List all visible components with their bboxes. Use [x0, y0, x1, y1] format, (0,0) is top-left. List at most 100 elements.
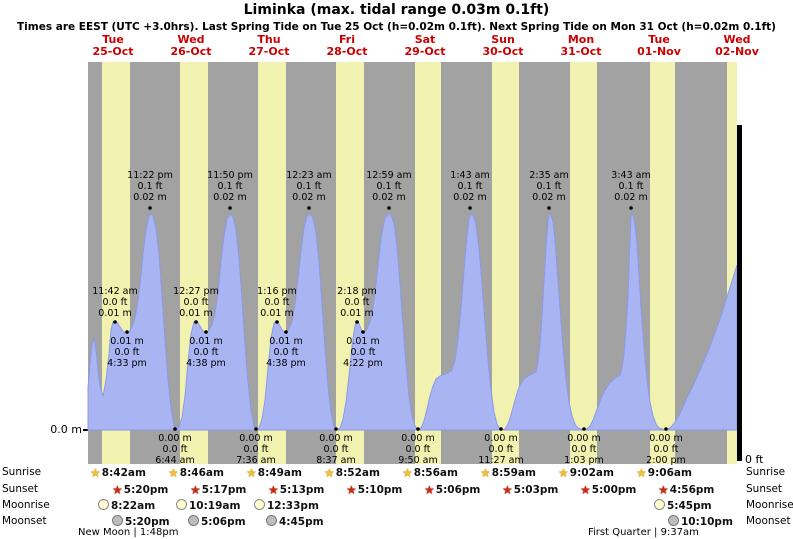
- moonrise-entry: 10:19am: [176, 499, 240, 512]
- axis-label-left-meters: 0.0 m: [50, 423, 82, 436]
- high-tide-label: 2:35 am 0.1 ft 0.02 m: [529, 170, 569, 203]
- moonrise-time: 12:33pm: [267, 500, 319, 512]
- moonset-icon: [668, 515, 679, 526]
- moonset-time: 5:20pm: [125, 516, 170, 528]
- moonset-icon: [188, 515, 199, 526]
- high-tide-label: 3:43 am 0.1 ft 0.02 m: [611, 170, 651, 203]
- moonrise-entry: 12:33pm: [254, 499, 319, 512]
- high-tide-label: 11:50 pm 0.1 ft 0.02 m: [207, 170, 253, 203]
- sunset-entry: ★4:56pm: [658, 483, 714, 497]
- daylight-band: [336, 62, 364, 464]
- day-header: Fri 28-Oct: [326, 33, 368, 58]
- daylight-band: [650, 62, 675, 464]
- day-header: Tue 01-Nov: [637, 33, 681, 58]
- sunrise-icon: ★: [246, 466, 257, 480]
- row-label-sunrise-left: Sunrise: [2, 466, 42, 478]
- daylight-band: [727, 62, 737, 464]
- sunrise-time: 9:02am: [569, 467, 614, 479]
- sunrise-entry: ★8:56am: [402, 466, 458, 480]
- moonset-entry: 5:06pm: [188, 515, 246, 528]
- moonset-time: 4:45pm: [279, 516, 324, 528]
- moonrise-entry: 5:45pm: [654, 499, 712, 512]
- sunrise-time: 8:49am: [257, 467, 302, 479]
- moonrise-time: 5:45pm: [667, 500, 712, 512]
- low-tide-label: 0.00 m 0.0 ft 6:44 am: [155, 433, 195, 466]
- page-title: Liminka (max. tidal range 0.03m 0.1ft): [243, 2, 550, 18]
- sunrise-time: 8:59am: [491, 467, 536, 479]
- sunrise-time: 8:56am: [413, 467, 458, 479]
- moonset-time: 5:06pm: [201, 516, 246, 528]
- daylight-band: [102, 62, 130, 464]
- moonrise-time: 8:22am: [111, 500, 156, 512]
- sunrise-entry: ★8:59am: [480, 466, 536, 480]
- sunset-time: 5:20pm: [123, 484, 169, 496]
- low-tide-label: 0.00 m 0.0 ft 1:03 pm: [564, 433, 604, 466]
- sunrise-entry: ★8:49am: [246, 466, 302, 480]
- sunrise-entry: ★8:46am: [168, 466, 224, 480]
- high-tide-label: 11:22 pm 0.1 ft 0.02 m: [127, 170, 173, 203]
- low-tide-label: 0.00 m 0.0 ft 11:27 am: [478, 433, 524, 466]
- day-header: Sat 29-Oct: [404, 33, 446, 58]
- sunset-entry: ★5:03pm: [502, 483, 558, 497]
- sunset-entry: ★5:00pm: [580, 483, 636, 497]
- moonrise-icon: [176, 499, 187, 510]
- sunset-entry: ★5:20pm: [112, 483, 168, 497]
- high-tide-label: 12:23 am 0.1 ft 0.02 m: [286, 170, 332, 203]
- high-tide-label: 12:59 am 0.1 ft 0.02 m: [366, 170, 412, 203]
- sunset-entry: ★5:10pm: [346, 483, 402, 497]
- mid-tide-label-upper: 2:18 pm 0.0 ft 0.01 m: [337, 286, 377, 319]
- day-header: Wed 02-Nov: [715, 33, 759, 58]
- daylight-band: [492, 62, 519, 464]
- scale-bar: [737, 125, 742, 461]
- moonset-entry: 4:45pm: [266, 515, 324, 528]
- sunrise-icon: ★: [558, 466, 569, 480]
- row-label-sunset-left: Sunset: [2, 483, 39, 495]
- sunset-icon: ★: [112, 483, 123, 497]
- sunrise-time: 9:06am: [647, 467, 692, 479]
- day-header: Sun 30-Oct: [482, 33, 524, 58]
- sunset-icon: ★: [268, 483, 279, 497]
- axis-label-right-feet: 0 ft: [745, 453, 764, 466]
- day-header: Tue 25-Oct: [92, 33, 134, 58]
- moonrise-entry: 8:22am: [98, 499, 155, 512]
- sunset-time: 4:56pm: [669, 484, 715, 496]
- daylight-band: [415, 62, 441, 464]
- sunrise-icon: ★: [636, 466, 647, 480]
- row-label-sunrise-right: Sunrise: [746, 466, 786, 478]
- low-tide-label: 0.00 m 0.0 ft 9:50 am: [398, 433, 438, 466]
- low-tide-label: 0.00 m 0.0 ft 2:00 pm: [646, 433, 686, 466]
- sunrise-time: 8:42am: [101, 467, 146, 479]
- moonset-time: 10:10pm: [681, 516, 733, 528]
- mid-tide-label-lower: 0.01 m 0.0 ft 4:38 pm: [186, 336, 226, 369]
- sunrise-entry: ★9:06am: [636, 466, 692, 480]
- sunset-icon: ★: [502, 483, 513, 497]
- sunrise-icon: ★: [324, 466, 335, 480]
- mid-tide-label-upper: 11:42 am 0.0 ft 0.01 m: [92, 286, 138, 319]
- mid-tide-label-lower: 0.01 m 0.0 ft 4:38 pm: [266, 336, 306, 369]
- mid-tide-label-upper: 1:16 pm 0.0 ft 0.01 m: [257, 286, 297, 319]
- moonset-entry: 10:10pm: [668, 515, 733, 528]
- row-label-sunset-right: Sunset: [746, 483, 783, 495]
- sunset-time: 5:13pm: [279, 484, 325, 496]
- sunrise-icon: ★: [90, 466, 101, 480]
- mid-tide-label-lower: 0.01 m 0.0 ft 4:33 pm: [107, 336, 147, 369]
- sunset-time: 5:03pm: [513, 484, 559, 496]
- daylight-band: [570, 62, 597, 464]
- sunrise-entry: ★8:42am: [90, 466, 146, 480]
- note-new-moon: New Moon | 1:48pm: [78, 527, 179, 538]
- sunset-icon: ★: [424, 483, 435, 497]
- sunrise-time: 8:52am: [335, 467, 380, 479]
- row-label-moonrise-left: Moonrise: [2, 499, 50, 511]
- day-header: Wed 26-Oct: [170, 33, 212, 58]
- low-tide-label: 0.00 m 0.0 ft 8:37 am: [316, 433, 356, 466]
- sunset-entry: ★5:06pm: [424, 483, 480, 497]
- sunset-time: 5:17pm: [201, 484, 247, 496]
- sunset-time: 5:10pm: [357, 484, 403, 496]
- sunset-icon: ★: [580, 483, 591, 497]
- sunset-time: 5:06pm: [435, 484, 481, 496]
- sunrise-icon: ★: [480, 466, 491, 480]
- moonset-icon: [112, 515, 123, 526]
- sunset-entry: ★5:13pm: [268, 483, 324, 497]
- sunset-entry: ★5:17pm: [190, 483, 246, 497]
